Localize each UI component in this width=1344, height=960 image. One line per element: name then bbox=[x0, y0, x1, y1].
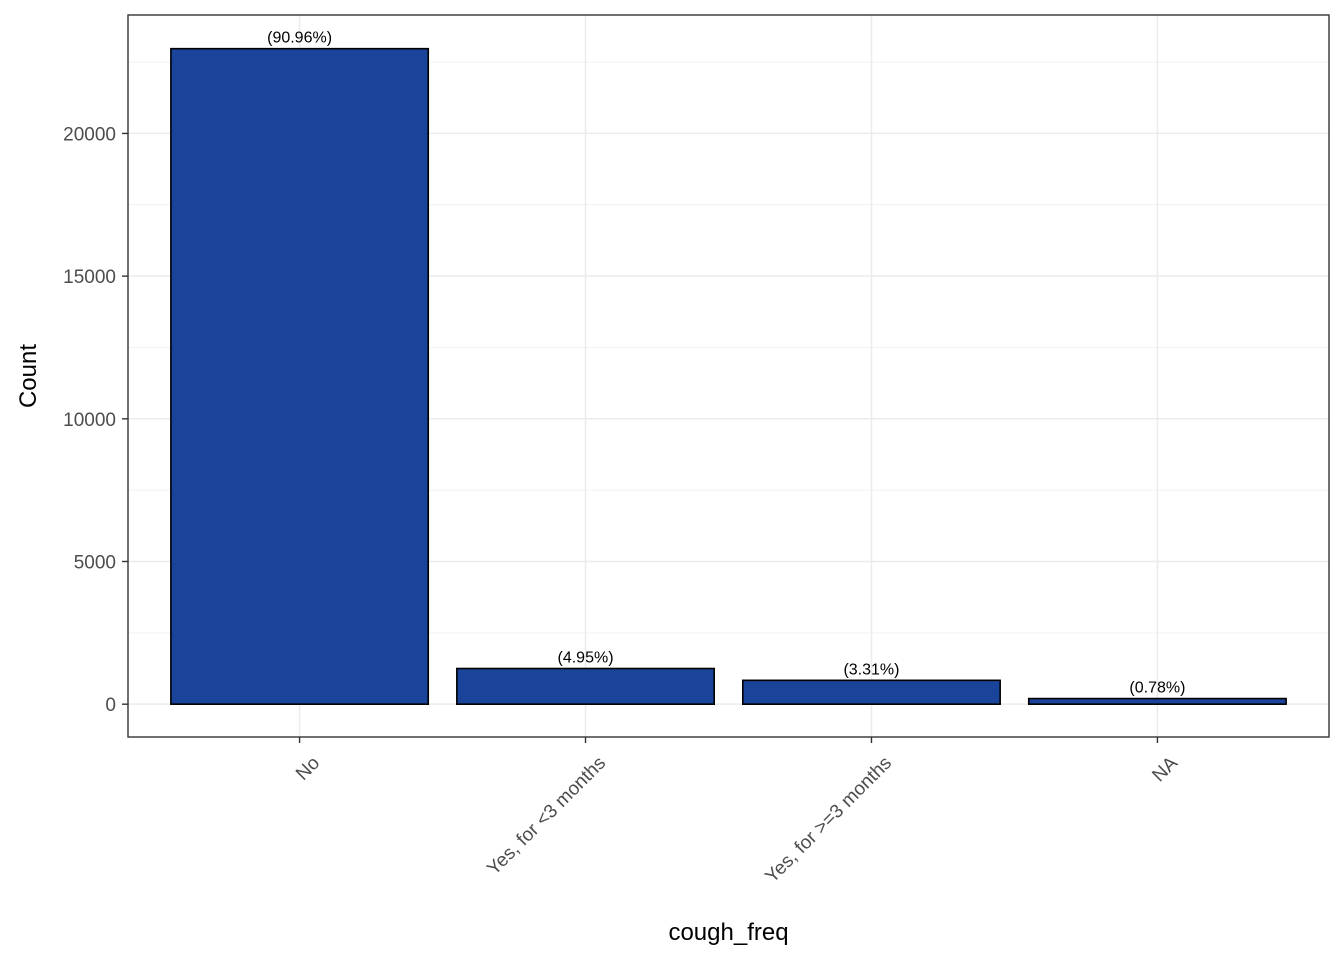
y-tick-label: 5000 bbox=[74, 552, 116, 573]
bar bbox=[741, 679, 1001, 705]
bars bbox=[170, 47, 1287, 705]
panel-border bbox=[127, 14, 1330, 738]
bar bbox=[456, 667, 716, 705]
x-tick-label: No bbox=[292, 753, 324, 785]
y-tick-label: 15000 bbox=[63, 267, 116, 288]
y-tick-label: 10000 bbox=[63, 410, 116, 431]
x-axis-title: cough_freq bbox=[668, 919, 788, 946]
y-axis-title: Count bbox=[15, 344, 42, 408]
data-labels: (90.96%) (4.95%) (3.31%) (0.78%) bbox=[267, 30, 1185, 697]
x-tick-label: NA bbox=[1148, 753, 1182, 787]
bar bbox=[170, 47, 430, 705]
x-tick-label: Yes, for >=3 months bbox=[761, 753, 896, 888]
y-tick-label: 20000 bbox=[63, 124, 116, 145]
bar-data-label: (90.96%) bbox=[267, 30, 332, 47]
bar-data-label: (3.31%) bbox=[843, 661, 899, 678]
bar-data-label: (0.78%) bbox=[1129, 680, 1185, 697]
x-tick-label: Yes, for <3 months bbox=[483, 753, 610, 880]
bar bbox=[1027, 697, 1287, 705]
bar-data-label: (4.95%) bbox=[558, 650, 614, 667]
y-tick-label: 0 bbox=[105, 695, 116, 716]
